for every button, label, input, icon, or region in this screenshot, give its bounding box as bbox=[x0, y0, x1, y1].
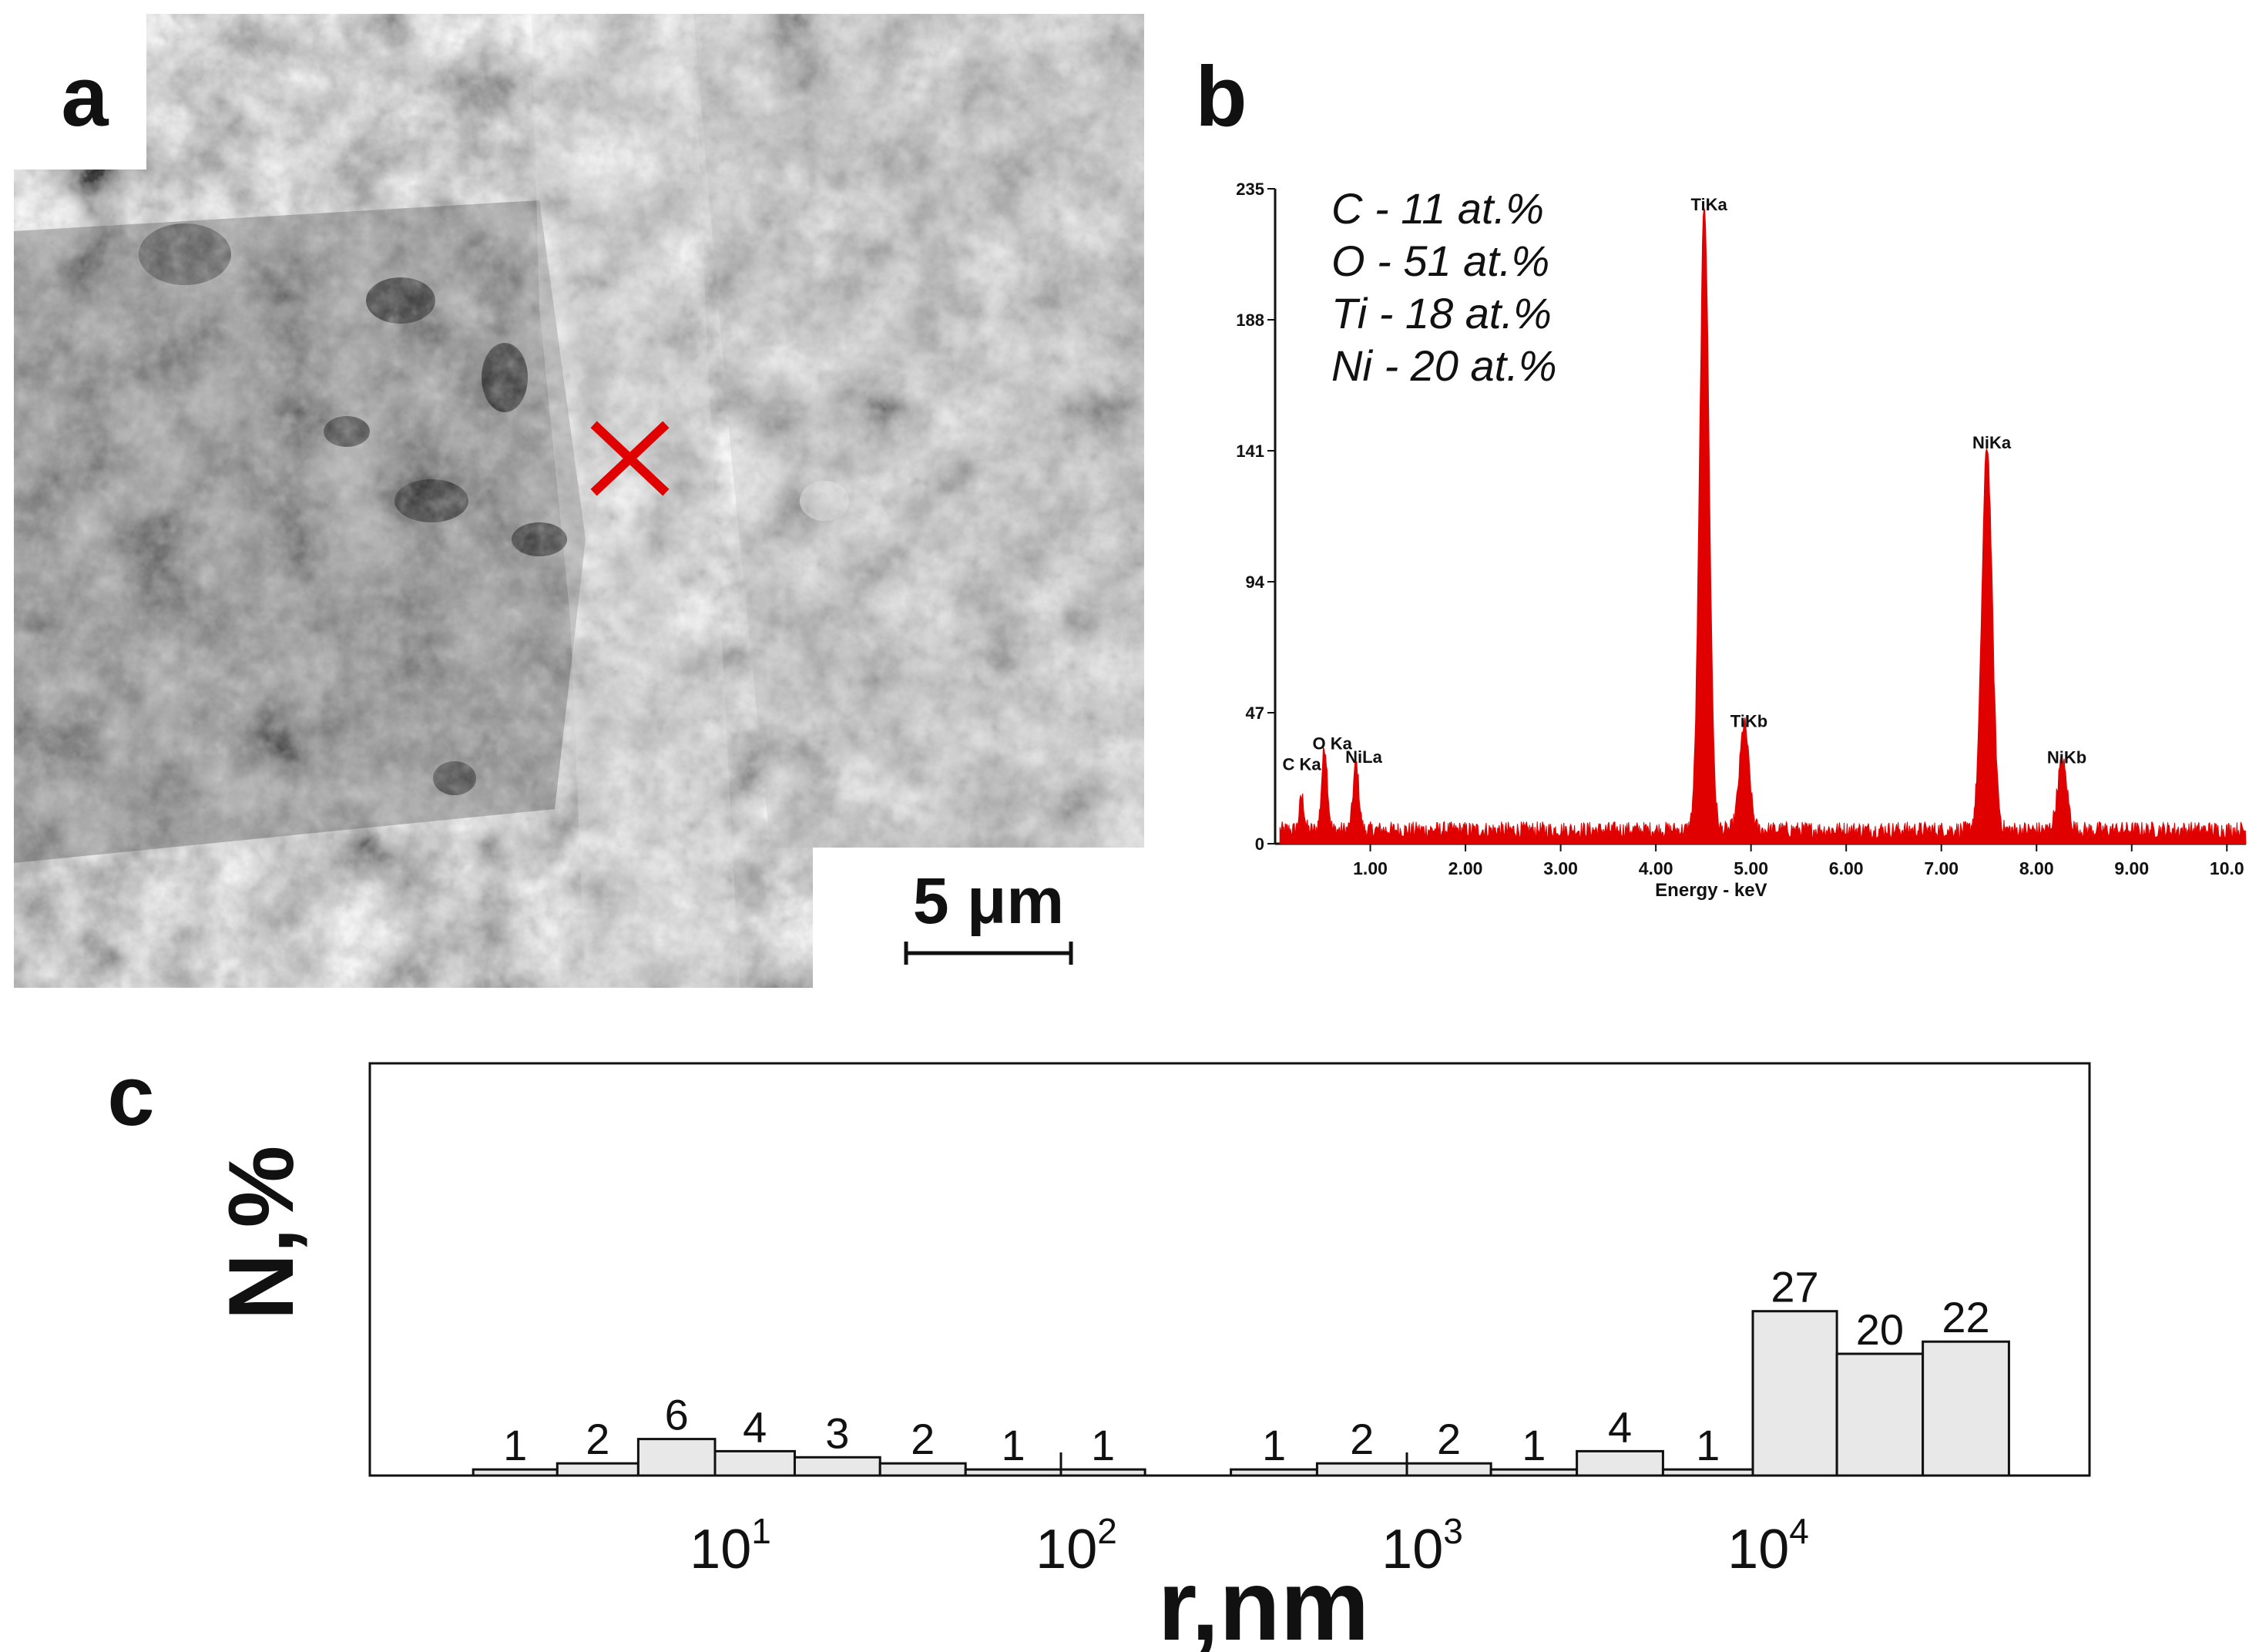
histogram-x-axis-label: r,nm bbox=[1158, 1549, 1370, 1652]
histogram-frame bbox=[368, 1062, 2091, 1477]
panel-b: b C - 11 at.% O - 51 at.% Ti - 18 at.% N… bbox=[1195, 49, 2247, 901]
histogram-bar-label: 1 bbox=[1262, 1421, 1286, 1469]
analysis-point-marker bbox=[590, 421, 670, 496]
histogram-bar-label: 1 bbox=[1696, 1421, 1720, 1469]
eds-x-tick-label: 7.00 bbox=[1924, 858, 1959, 878]
panel-c-letter: c bbox=[107, 1049, 154, 1143]
histogram-bar bbox=[556, 1462, 639, 1477]
histogram-bar bbox=[1835, 1352, 1925, 1477]
histogram-bar bbox=[1661, 1468, 1754, 1477]
eds-x-tick-label: 9.00 bbox=[2114, 858, 2149, 878]
histogram-bar-label: 4 bbox=[743, 1402, 767, 1451]
histogram-y-axis-label: N,% bbox=[210, 1146, 313, 1321]
histogram-x-tick-label: 103 bbox=[1381, 1511, 1463, 1580]
histogram-bar-label: 27 bbox=[1771, 1263, 1818, 1311]
histogram-bar-label: 2 bbox=[586, 1415, 609, 1463]
histogram-x-tick-label: 101 bbox=[690, 1511, 771, 1580]
histogram-bar-label: 3 bbox=[825, 1409, 849, 1457]
eds-x-tick-label: 2.00 bbox=[1448, 858, 1483, 878]
histogram-bar bbox=[964, 1468, 1062, 1477]
eds-y-tick-label: 94 bbox=[1246, 572, 1265, 592]
scale-bar-label: 5 μm bbox=[913, 865, 1064, 937]
histogram-bar-label: 2 bbox=[1350, 1415, 1374, 1463]
histogram-bar bbox=[1059, 1468, 1146, 1477]
eds-y-tick-label: 188 bbox=[1236, 311, 1264, 330]
histogram-bar-label: 1 bbox=[1091, 1421, 1115, 1469]
eds-y-tick-label: 47 bbox=[1246, 703, 1264, 723]
eds-x-tick-label: 8.00 bbox=[2019, 858, 2054, 878]
eds-y-tick-label: 235 bbox=[1236, 180, 1264, 199]
eds-x-tick-label: 4.00 bbox=[1639, 858, 1673, 878]
histogram-bar bbox=[878, 1462, 967, 1477]
panel-b-letter: b bbox=[1195, 49, 1247, 144]
eds-peak-label: NiKa bbox=[1972, 433, 2012, 452]
eds-peak-label: O Ka bbox=[1313, 734, 1353, 753]
histogram-bar bbox=[793, 1456, 881, 1477]
histogram-bar bbox=[1576, 1449, 1664, 1477]
sem-image bbox=[14, 14, 1144, 988]
histogram-x-tick-label: 104 bbox=[1727, 1511, 1809, 1580]
eds-x-tick-label: 5.00 bbox=[1734, 858, 1768, 878]
histogram-bar bbox=[1751, 1310, 1838, 1477]
histogram-bar bbox=[472, 1468, 559, 1477]
histogram-bar-label: 2 bbox=[1437, 1415, 1461, 1463]
histogram-bar bbox=[636, 1438, 717, 1477]
eds-peak-label: NiKb bbox=[2047, 748, 2086, 767]
eds-peak-label: TiKa bbox=[1690, 195, 1727, 214]
eds-x-tick-label: 6.00 bbox=[1829, 858, 1864, 878]
histogram-bar-label: 1 bbox=[1522, 1421, 1546, 1469]
histogram-bar-label: 1 bbox=[1002, 1421, 1025, 1469]
eds-spectrum-chart: 235 188 141 94 47 0 1.00 2.00 3.00 4.00 5.00 6.00 7.… bbox=[1236, 180, 2247, 901]
eds-spectrum-series bbox=[1279, 207, 2247, 844]
histogram-bar-label: 2 bbox=[911, 1415, 935, 1463]
eds-peak-label: NiLa bbox=[1345, 747, 1382, 767]
histogram-bar-label: 4 bbox=[1608, 1402, 1632, 1451]
histogram-bar-label: 22 bbox=[1942, 1293, 1989, 1341]
scale-bar bbox=[904, 942, 1073, 965]
composition-o: O - 51 at.% bbox=[1331, 237, 1549, 285]
histogram-bar bbox=[1922, 1340, 2010, 1477]
eds-peak-label: C Ka bbox=[1283, 755, 1322, 774]
histogram-x-tick-label: 102 bbox=[1036, 1511, 1117, 1580]
eds-x-tick-label: 3.00 bbox=[1543, 858, 1578, 878]
histogram-bar bbox=[1230, 1468, 1318, 1477]
histogram-bar bbox=[1315, 1462, 1408, 1477]
composition-ti: Ti - 18 at.% bbox=[1331, 289, 1552, 337]
panel-a-letter-box bbox=[14, 14, 146, 170]
composition-c: C - 11 at.% bbox=[1331, 184, 1544, 233]
eds-x-axis-label: Energy - keV bbox=[1655, 880, 1767, 901]
eds-x-tick-label: 10.0 bbox=[2210, 858, 2244, 878]
eds-y-tick-label: 0 bbox=[1255, 834, 1264, 854]
histogram-bar-label: 6 bbox=[665, 1391, 689, 1439]
composition-ni: Ni - 20 at.% bbox=[1331, 341, 1557, 390]
panel-a: a 5 μm bbox=[14, 14, 1144, 988]
histogram-bar-label: 1 bbox=[503, 1421, 527, 1469]
eds-peak-label: TiKb bbox=[1730, 712, 1767, 731]
histogram-bar bbox=[1405, 1462, 1492, 1477]
eds-x-tick-label: 1.00 bbox=[1353, 858, 1388, 878]
histogram-bar-label: 20 bbox=[1856, 1305, 1904, 1354]
composition-list: C - 11 at.% O - 51 at.% Ti - 18 at.% Ni … bbox=[1331, 184, 1557, 390]
histogram-bar bbox=[713, 1449, 796, 1477]
eds-y-tick-label: 141 bbox=[1236, 442, 1264, 461]
panel-a-letter: a bbox=[61, 49, 109, 144]
histogram-bar bbox=[1489, 1468, 1579, 1477]
